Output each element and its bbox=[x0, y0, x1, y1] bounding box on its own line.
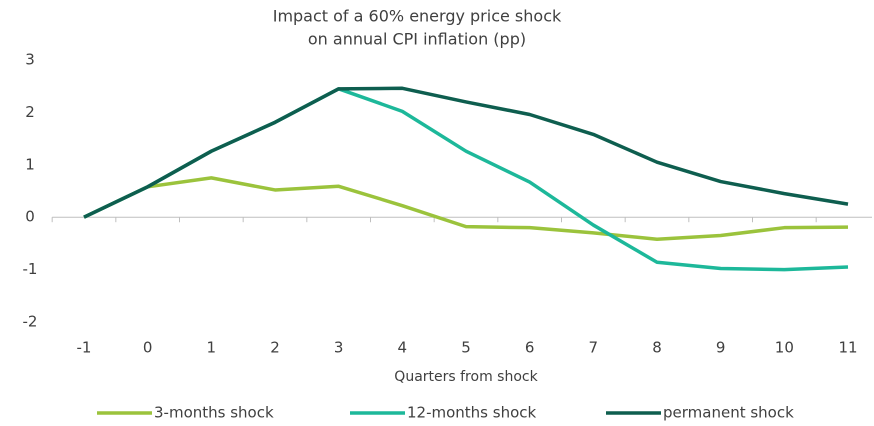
x-tick-label: 7 bbox=[589, 339, 599, 357]
y-tick-label: -1 bbox=[23, 260, 38, 278]
x-tick-label: 3 bbox=[334, 339, 344, 357]
y-tick-label: 0 bbox=[25, 208, 35, 226]
x-tick-label: 0 bbox=[143, 339, 153, 357]
x-tick-label: 11 bbox=[838, 339, 857, 357]
x-tick-label: 10 bbox=[775, 339, 794, 357]
x-tick-label: 9 bbox=[716, 339, 726, 357]
chart-title: on annual CPI inflation (pp) bbox=[308, 30, 526, 49]
y-tick-label: 2 bbox=[25, 103, 35, 121]
x-tick-label: 5 bbox=[461, 339, 471, 357]
legend-label: 12-months shock bbox=[407, 404, 537, 422]
x-tick-label: -1 bbox=[77, 339, 92, 357]
legend-label: permanent shock bbox=[663, 404, 794, 422]
x-tick-label: 1 bbox=[207, 339, 217, 357]
y-tick-label: -2 bbox=[23, 313, 38, 331]
chart-title: Impact of a 60% energy price shock bbox=[273, 7, 562, 26]
y-tick-label: 1 bbox=[25, 155, 35, 173]
x-tick-label: 4 bbox=[398, 339, 408, 357]
x-tick-label: 8 bbox=[652, 339, 662, 357]
y-tick-label: 3 bbox=[25, 51, 35, 69]
x-tick-label: 6 bbox=[525, 339, 535, 357]
series-line bbox=[83, 86, 849, 219]
x-axis-title: Quarters from shock bbox=[394, 369, 538, 385]
series-line bbox=[83, 176, 849, 241]
legend-label: 3-months shock bbox=[154, 404, 274, 422]
x-tick-label: 2 bbox=[270, 339, 280, 357]
